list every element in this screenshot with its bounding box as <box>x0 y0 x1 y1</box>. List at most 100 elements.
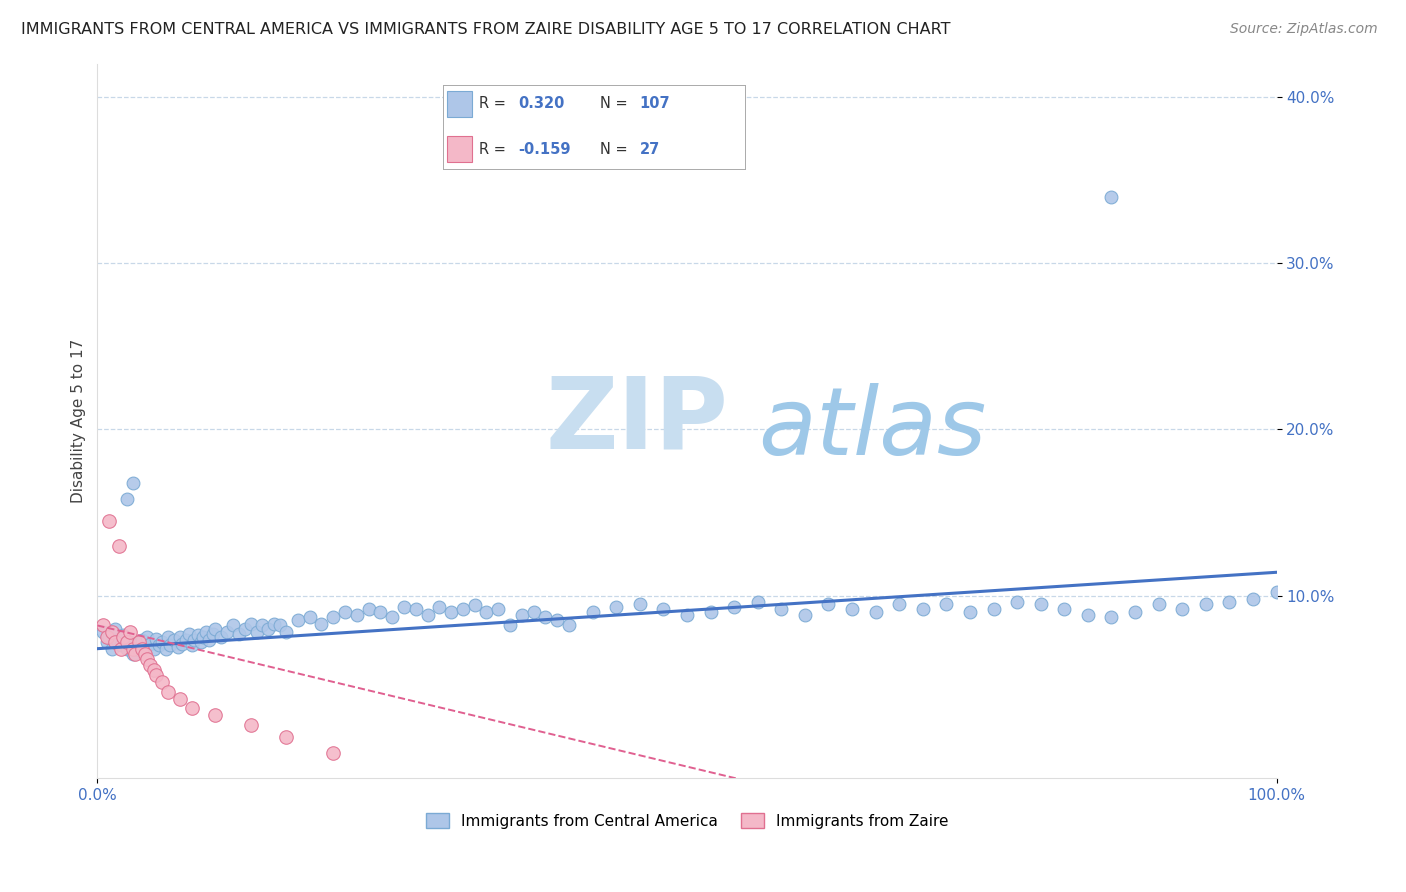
Point <box>121 475 143 490</box>
Point <box>263 616 285 631</box>
Point <box>190 635 212 649</box>
Point <box>239 718 262 732</box>
Point <box>198 633 221 648</box>
Point <box>139 658 162 673</box>
Text: R =: R = <box>479 142 506 157</box>
Point <box>104 622 127 636</box>
Point <box>180 638 202 652</box>
Point <box>169 691 191 706</box>
Text: R =: R = <box>479 96 506 112</box>
Point <box>935 597 957 611</box>
Point <box>464 599 486 613</box>
Text: N =: N = <box>600 96 627 112</box>
Point <box>110 641 132 656</box>
Point <box>911 602 934 616</box>
Point <box>983 602 1005 616</box>
Point <box>1195 597 1218 611</box>
Point <box>115 635 138 649</box>
Point <box>112 630 135 644</box>
Point <box>392 600 415 615</box>
Text: 27: 27 <box>640 142 659 157</box>
Point <box>204 622 226 636</box>
Point <box>183 633 205 648</box>
Point <box>1101 610 1123 624</box>
Point <box>115 492 138 507</box>
Point <box>150 635 173 649</box>
Point <box>1218 595 1240 609</box>
Point <box>172 637 194 651</box>
Point <box>889 597 911 611</box>
Point <box>91 625 114 640</box>
Point <box>357 602 380 616</box>
Point <box>100 625 122 640</box>
Point <box>1147 597 1170 611</box>
Point <box>142 641 165 656</box>
Point <box>215 625 238 640</box>
Point <box>274 730 297 744</box>
Point <box>817 597 839 611</box>
Point <box>228 626 250 640</box>
Point <box>1029 597 1052 611</box>
FancyBboxPatch shape <box>447 91 471 117</box>
Point <box>333 605 356 619</box>
Point <box>534 610 557 624</box>
Point <box>1005 595 1028 609</box>
Point <box>135 651 157 665</box>
Point <box>179 626 201 640</box>
Point <box>100 641 122 656</box>
Point <box>322 610 344 624</box>
Point <box>652 602 675 616</box>
Text: atlas: atlas <box>758 383 986 474</box>
Point <box>416 608 439 623</box>
FancyBboxPatch shape <box>447 136 471 161</box>
Point <box>194 625 217 640</box>
Point <box>157 685 180 699</box>
Point <box>120 635 142 649</box>
Point <box>605 600 627 615</box>
Point <box>841 602 863 616</box>
Point <box>427 600 450 615</box>
Point <box>699 605 721 619</box>
Point <box>269 618 291 632</box>
Point <box>98 514 121 528</box>
Text: N =: N = <box>600 142 627 157</box>
Point <box>245 625 267 640</box>
Text: -0.159: -0.159 <box>519 142 571 157</box>
Point <box>121 647 143 661</box>
Point <box>159 638 181 652</box>
Point <box>105 633 128 648</box>
Point <box>96 635 118 649</box>
Point <box>1241 591 1264 606</box>
Point <box>145 668 167 682</box>
Point <box>1053 602 1076 616</box>
Point <box>187 628 209 642</box>
Point <box>174 633 197 648</box>
Point <box>128 643 150 657</box>
Point <box>233 622 256 636</box>
Point <box>180 701 202 715</box>
Point <box>523 605 546 619</box>
Point <box>134 640 156 654</box>
Point <box>510 608 533 623</box>
Point <box>150 674 173 689</box>
Point <box>204 708 226 723</box>
Point <box>747 595 769 609</box>
Point <box>322 747 344 761</box>
Point <box>475 605 498 619</box>
Point <box>115 641 138 656</box>
Point <box>298 610 321 624</box>
Point <box>131 633 153 648</box>
Point <box>98 630 121 644</box>
Point <box>546 614 568 628</box>
Point <box>770 602 793 616</box>
Point <box>486 602 509 616</box>
Point <box>257 622 280 636</box>
Point <box>131 641 153 656</box>
Point <box>91 618 114 632</box>
Point <box>193 630 215 644</box>
Point <box>169 630 191 644</box>
Point <box>1077 608 1099 623</box>
Point <box>112 628 135 642</box>
Point <box>1265 585 1288 599</box>
Point <box>142 663 165 677</box>
